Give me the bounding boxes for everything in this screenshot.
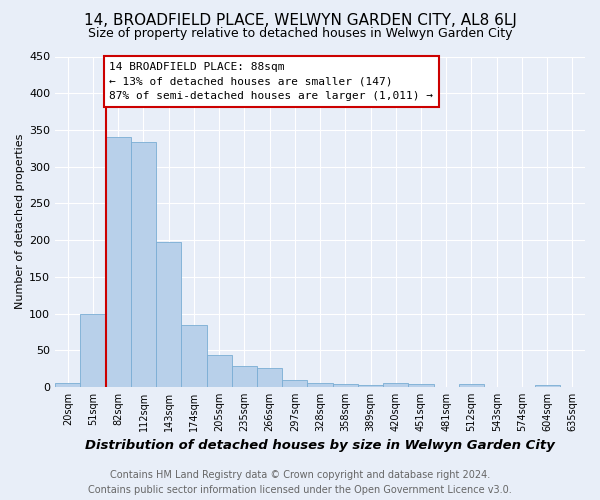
Text: 14 BROADFIELD PLACE: 88sqm
← 13% of detached houses are smaller (147)
87% of sem: 14 BROADFIELD PLACE: 88sqm ← 13% of deta…: [109, 62, 433, 101]
X-axis label: Distribution of detached houses by size in Welwyn Garden City: Distribution of detached houses by size …: [85, 440, 555, 452]
Bar: [358, 384, 383, 387]
Text: Contains HM Land Registry data © Crown copyright and database right 2024.
Contai: Contains HM Land Registry data © Crown c…: [88, 470, 512, 495]
Bar: [282, 380, 307, 387]
Bar: [55, 382, 80, 387]
Bar: [409, 384, 434, 387]
Bar: [80, 314, 106, 387]
Bar: [106, 136, 131, 387]
Bar: [206, 356, 232, 387]
Bar: [535, 384, 560, 387]
Text: Size of property relative to detached houses in Welwyn Garden City: Size of property relative to detached ho…: [88, 28, 512, 40]
Bar: [257, 368, 282, 387]
Bar: [332, 384, 358, 387]
Bar: [459, 384, 484, 387]
Bar: [232, 366, 257, 387]
Y-axis label: Number of detached properties: Number of detached properties: [15, 134, 25, 310]
Bar: [307, 384, 332, 387]
Text: 14, BROADFIELD PLACE, WELWYN GARDEN CITY, AL8 6LJ: 14, BROADFIELD PLACE, WELWYN GARDEN CITY…: [83, 12, 517, 28]
Bar: [156, 242, 181, 387]
Bar: [383, 384, 409, 387]
Bar: [181, 324, 206, 387]
Bar: [131, 142, 156, 387]
